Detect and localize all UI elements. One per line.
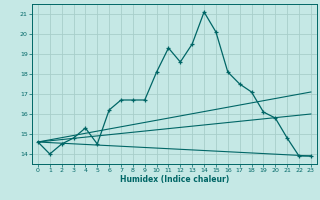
X-axis label: Humidex (Indice chaleur): Humidex (Indice chaleur) xyxy=(120,175,229,184)
